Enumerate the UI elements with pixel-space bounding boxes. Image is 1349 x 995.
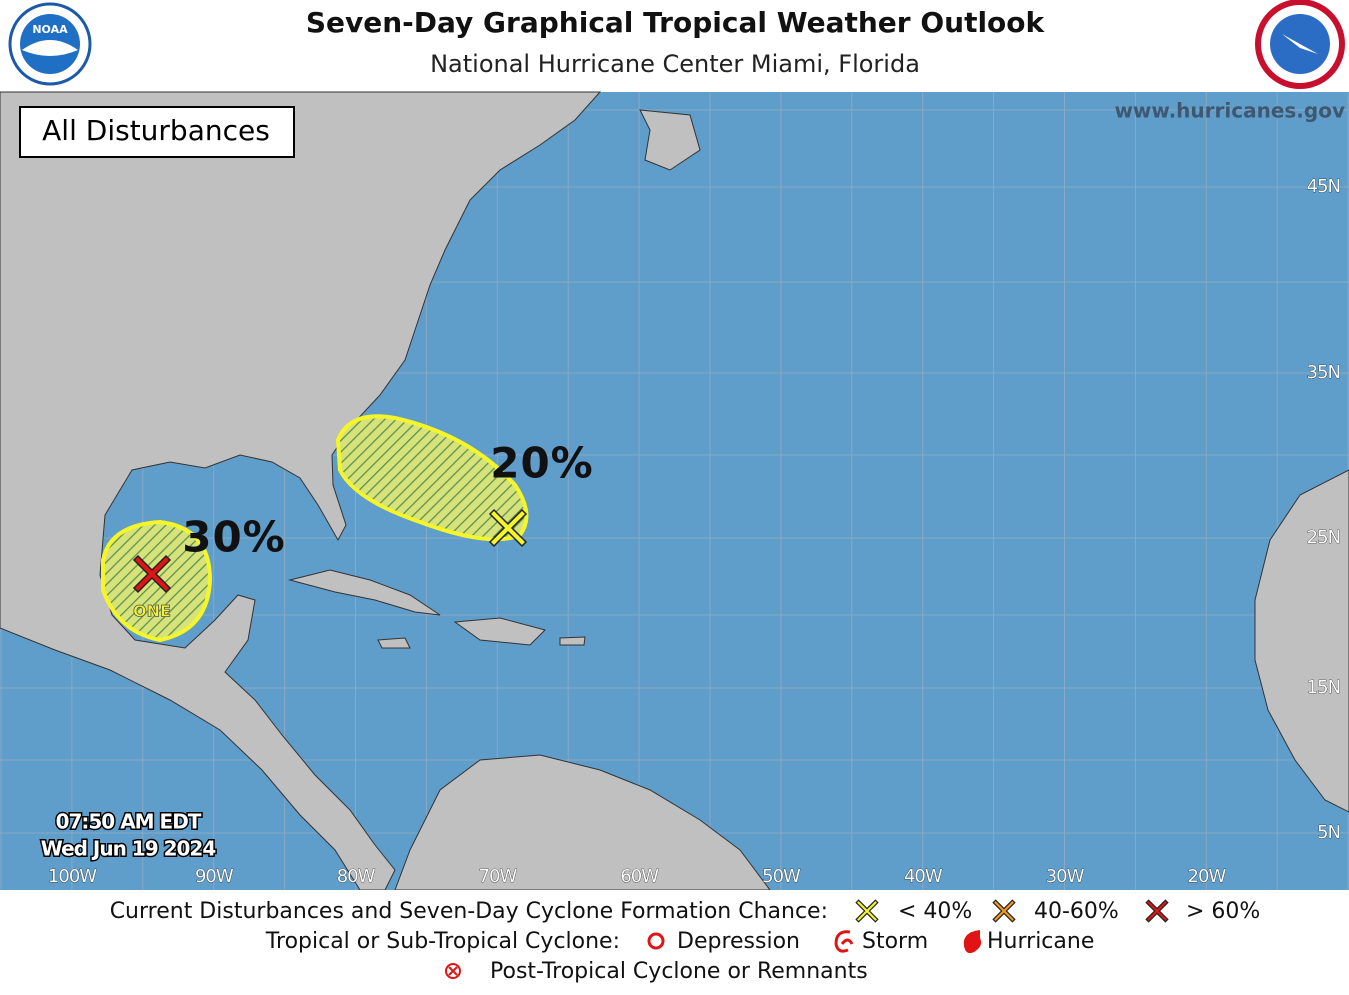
lon-label: 90W [195,866,234,887]
lon-label: 100W [48,866,97,887]
logo-text: NOAA [32,23,68,36]
title: Seven-Day Graphical Tropical Weather Out… [306,6,1046,39]
lon-label: 80W [337,866,376,887]
legend-icon [963,930,982,954]
legend-entry: > 60% [1186,899,1260,924]
legend-entry: Post-Tropical Cyclone or Remnants [490,959,868,984]
website: www.hurricanes.gov [1114,99,1345,123]
legend-entry: Depression [677,929,800,954]
africa [1254,469,1349,813]
hispaniola [453,617,546,646]
chance-label: 30% [182,513,286,562]
legend-title: Current Disturbances and Seven-Day Cyclo… [110,899,828,924]
legend-icon [992,899,1016,923]
legend-entry: Storm [862,929,928,954]
legend-icon [855,899,879,923]
legend-icon [647,932,665,950]
legend-entry: < 40% [898,899,972,924]
subtitle: National Hurricane Center Miami, Florida [430,50,920,78]
lat-label: 25N [1307,527,1340,548]
yellow-x [488,508,528,548]
panel-label-text: All Disturbances [42,114,270,147]
lon-label: 60W [620,866,659,887]
legend-title: Tropical or Sub-Tropical Cyclone: [265,929,620,954]
red-x [132,554,172,594]
lon-label: 50W [762,866,801,887]
disturbance-name: ONE [133,602,171,621]
lat-label: 45N [1307,176,1340,197]
legend-icon [834,930,854,953]
header [0,0,1349,92]
legend-entry: 40-60% [1034,899,1119,924]
legend-icon [1145,899,1169,923]
legend-icon [448,966,458,976]
legend: Current Disturbances and Seven-Day Cyclo… [0,890,1349,995]
south-america [394,754,771,891]
lon-label: 70W [479,866,518,887]
lat-label: 35N [1307,362,1340,383]
newfoundland [639,109,701,171]
legend-entry: Hurricane [987,929,1094,954]
nws-logo [1255,0,1345,89]
disturbance-area [335,414,529,542]
lon-label: 20W [1188,866,1227,887]
panel-label: All Disturbances [19,106,295,158]
lat-lon-labels: 45N 35N 25N 15N 5N 100W 90W 80W 70W 60W 50W 40W 30W 2… [48,176,1342,888]
timestamp-date: Wed Jun 19 2024 [41,837,216,861]
legend-icon [445,963,461,979]
chance-label: 20% [490,439,594,488]
puerto-rico [559,636,586,646]
jamaica [377,637,411,649]
map: 30% ONE 20% All Disturbances www.hurrica… [0,91,1349,891]
timestamp-time: 07:50 AM EDT [56,810,202,834]
noaa-logo: NOAA [8,2,92,86]
lat-label: 5N [1317,822,1340,843]
cuba [288,569,441,616]
lon-label: 30W [1046,866,1085,887]
lon-label: 40W [904,866,943,887]
disturbances: 30% ONE 20% [101,414,594,643]
lat-label: 15N [1307,677,1340,698]
